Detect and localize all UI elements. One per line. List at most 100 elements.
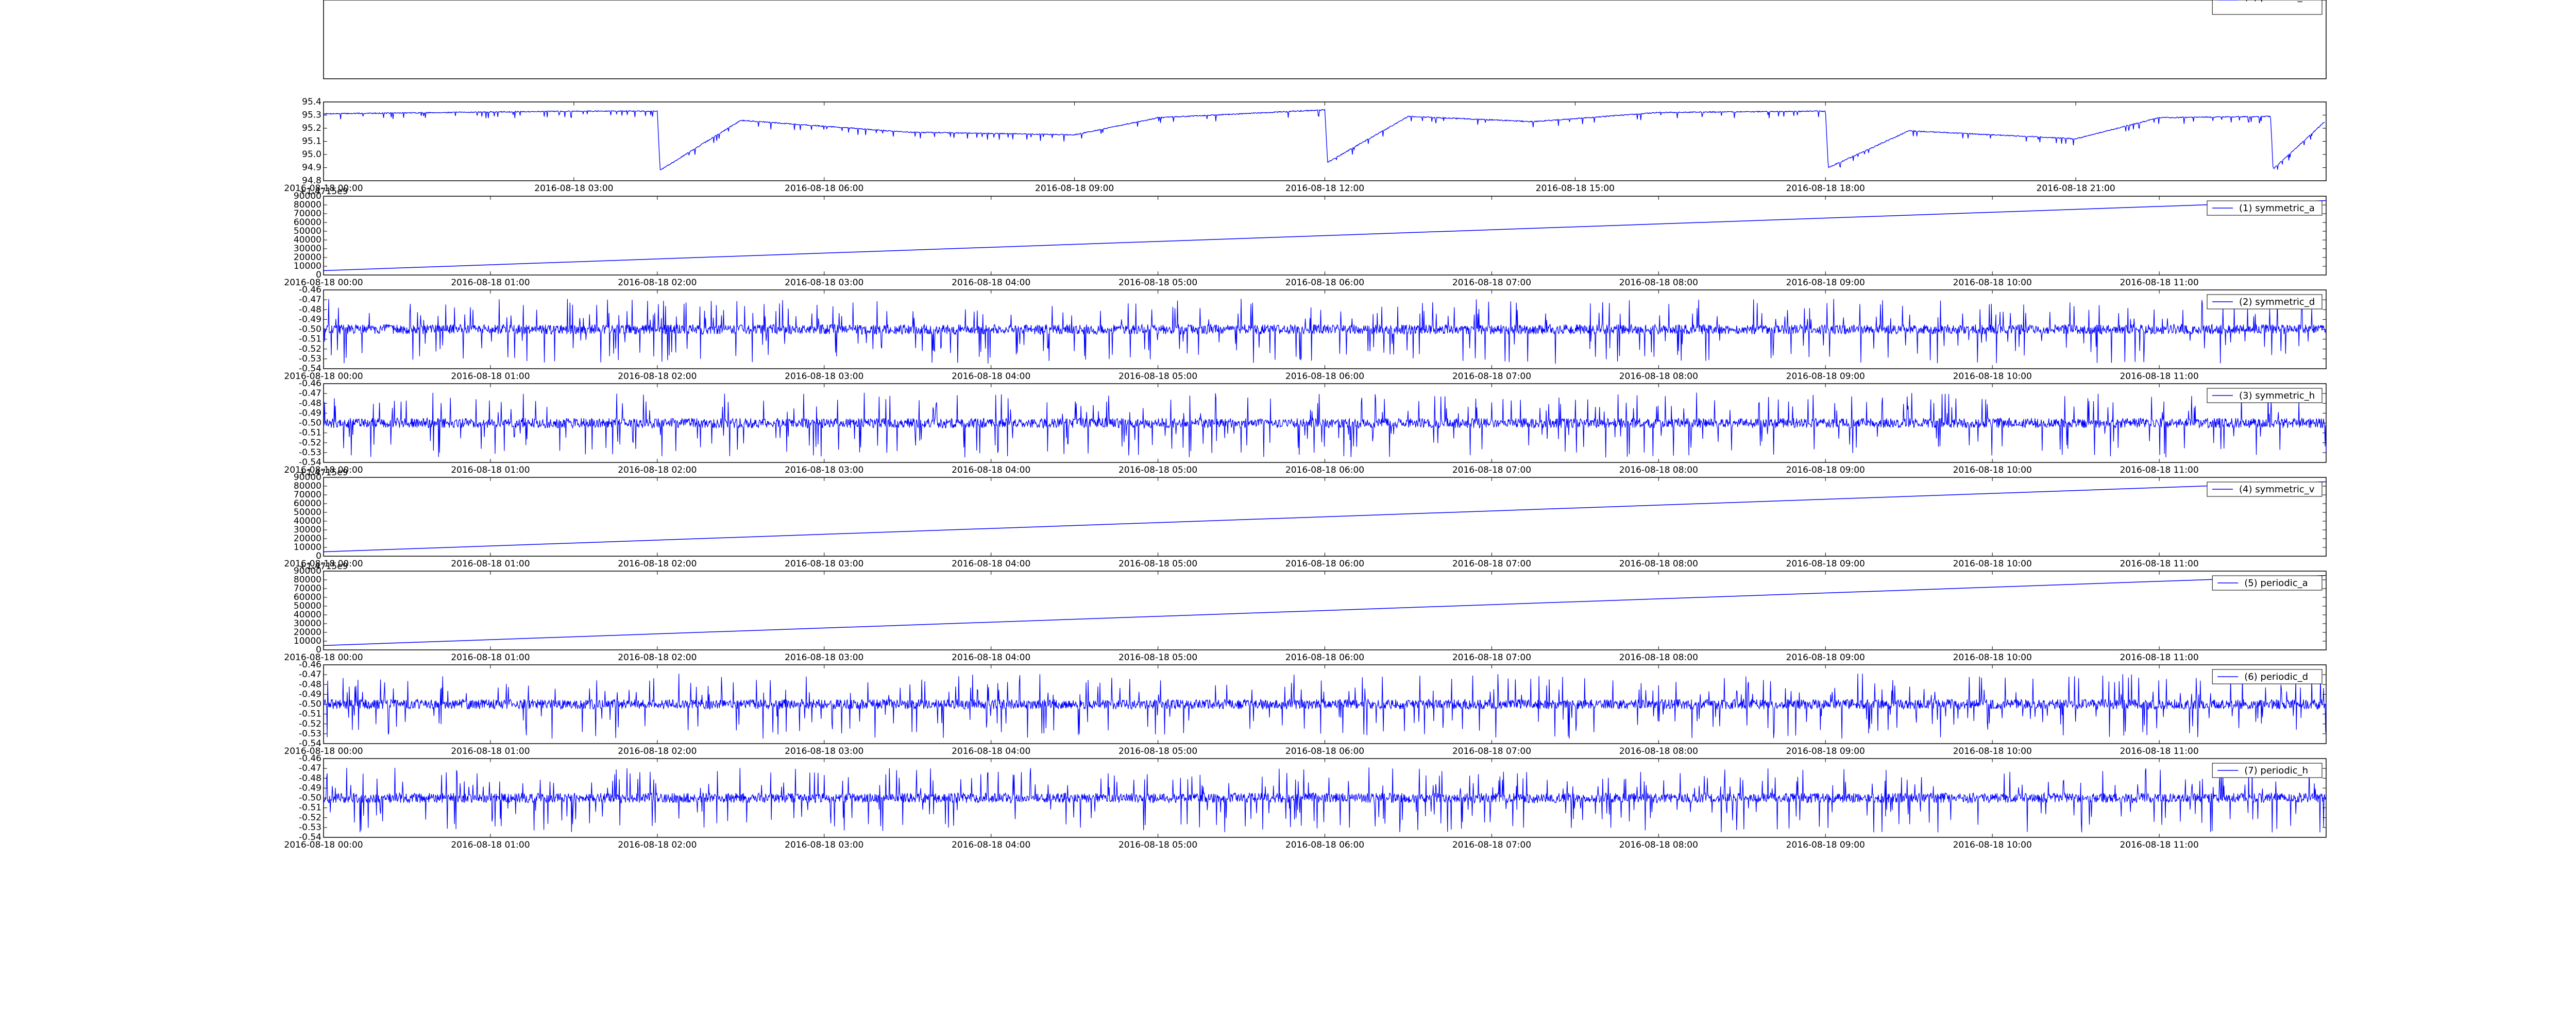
y-tick-label: 95.0	[302, 149, 321, 160]
y-tick-label: 20000	[294, 627, 321, 638]
legend: (3) symmetric_h	[2207, 388, 2323, 403]
y-tick-label: 30000	[294, 0, 321, 3]
x-tick-label: 2016-08-18 05:00	[1118, 465, 1197, 475]
x-tick-label: 2016-08-18 04:00	[952, 371, 1030, 382]
y-tick-label: 70000	[294, 583, 321, 594]
y-tick-label: 70000	[294, 0, 321, 3]
y-tick-label: -0.51	[299, 709, 321, 719]
y-tick-label: -0.54	[299, 832, 321, 842]
y-tick-label: -0.53	[299, 822, 321, 833]
x-tick-label: 2016-08-18 08:00	[1619, 746, 1698, 756]
y-offset-label: +1.4715e9	[299, 468, 348, 478]
y-tick-label: -0.49	[299, 783, 321, 793]
y-tick-label: 20000	[294, 252, 321, 263]
y-tick-label: 90000	[294, 191, 321, 201]
x-tick-label: 2016-08-18 02:00	[618, 465, 697, 475]
x-tick-label: 2016-08-18 05:00	[1118, 559, 1197, 569]
panel-2: 0100002000030000400005000060000700008000…	[284, 186, 2327, 288]
x-tick-label: 2016-08-18 05:00	[1118, 278, 1197, 288]
x-tick-label: 2016-08-18 11:00	[2120, 746, 2198, 756]
x-tick-label: 2016-08-18 10:00	[1953, 0, 2032, 3]
x-tick-label: 2016-08-18 01:00	[451, 746, 530, 756]
legend: (5) periodic_a	[2212, 575, 2323, 591]
y-tick-label: 30000	[294, 244, 321, 254]
legend-label: (7) periodic_h	[2244, 765, 2308, 776]
panel-4: -0.54-0.53-0.52-0.51-0.50-0.49-0.48-0.47…	[284, 379, 2327, 475]
x-tick-label: 2016-08-18 08:00	[1619, 652, 1698, 663]
series-line	[323, 674, 2327, 739]
y-offset-label: +1.4715e9	[299, 0, 348, 3]
x-tick-label: 2016-08-18 03:00	[785, 0, 863, 3]
y-tick-label: 40000	[294, 516, 321, 526]
x-tick-label: 2016-08-18 10:00	[1953, 840, 2032, 850]
y-tick-label: -0.48	[299, 679, 321, 690]
y-tick-label: -0.49	[299, 314, 321, 324]
x-tick-label: 2016-08-18 03:00	[785, 371, 863, 382]
legend-label: (8) periodic_v	[2244, 0, 2308, 3]
x-tick-label: 2016-08-18 04:00	[952, 652, 1030, 663]
x-tick-label: 2016-08-18 10:00	[1953, 465, 2032, 475]
x-tick-label: 2016-08-18 08:00	[1619, 278, 1698, 288]
y-tick-label: -0.52	[299, 813, 321, 823]
x-tick-label: 2016-08-18 09:00	[1786, 559, 1865, 569]
x-tick-label: 2016-08-18 06:00	[1285, 0, 1364, 3]
x-tick-label: 2016-08-18 06:00	[1285, 371, 1364, 382]
x-tick-label: 2016-08-18 08:00	[1619, 840, 1698, 850]
x-tick-label: 2016-08-18 07:00	[1452, 652, 1531, 663]
y-tick-label: 70000	[294, 209, 321, 219]
panel-7: -0.54-0.53-0.52-0.51-0.50-0.49-0.48-0.47…	[284, 660, 2327, 756]
y-tick-label: -0.48	[299, 773, 321, 783]
x-tick-label: 2016-08-18 09:00	[1786, 652, 1865, 663]
x-tick-label: 2016-08-18 00:00	[284, 371, 363, 382]
y-tick-label: -0.51	[299, 803, 321, 813]
y-tick-label: 80000	[294, 481, 321, 491]
y-tick-label: -0.52	[299, 438, 321, 448]
y-tick-label: 10000	[294, 636, 321, 646]
x-tick-label: 2016-08-18 09:00	[1786, 278, 1865, 288]
y-tick-label: -0.46	[299, 379, 321, 389]
x-tick-label: 2016-08-18 05:00	[1118, 840, 1197, 850]
y-tick-label: 50000	[294, 226, 321, 236]
y-tick-label: 60000	[294, 592, 321, 603]
y-tick-label: 90000	[294, 566, 321, 576]
y-tick-label: 20000	[294, 534, 321, 544]
y-tick-label: 20000	[294, 0, 321, 3]
x-tick-label: 2016-08-18 00:00	[284, 746, 363, 756]
x-tick-label: 2016-08-18 10:00	[1953, 559, 2032, 569]
x-tick-label: 2016-08-18 12:00	[1285, 183, 1364, 194]
y-tick-label: -0.52	[299, 719, 321, 729]
y-tick-label: 95.1	[302, 136, 321, 147]
x-tick-label: 2016-08-18 03:00	[785, 840, 863, 850]
legend: (8) periodic_v	[2212, 0, 2323, 15]
y-tick-label: 80000	[294, 0, 321, 3]
x-tick-label: 2016-08-18 02:00	[618, 652, 697, 663]
y-tick-label: 50000	[294, 507, 321, 518]
x-tick-label: 2016-08-18 00:00	[284, 652, 363, 663]
x-tick-label: 2016-08-18 18:00	[1786, 183, 1865, 194]
x-tick-label: 2016-08-18 01:00	[451, 371, 530, 382]
y-tick-label: 80000	[294, 575, 321, 585]
y-tick-label: -0.54	[299, 738, 321, 749]
legend: (7) periodic_h	[2212, 763, 2323, 778]
x-tick-label: 2016-08-18 01:00	[451, 0, 530, 3]
y-tick-label: 0	[316, 0, 321, 3]
x-tick-label: 2016-08-18 09:00	[1786, 840, 1865, 850]
x-tick-label: 2016-08-18 03:00	[785, 652, 863, 663]
y-tick-label: 0	[316, 645, 321, 655]
y-tick-label: 0	[316, 551, 321, 561]
y-tick-label: 95.4	[302, 97, 321, 107]
x-tick-label: 2016-08-18 04:00	[952, 0, 1030, 3]
x-tick-label: 2016-08-18 01:00	[451, 652, 530, 663]
y-tick-label: 30000	[294, 618, 321, 629]
x-tick-label: 2016-08-18 11:00	[2120, 840, 2198, 850]
y-tick-label: -0.53	[299, 354, 321, 364]
x-tick-label: 2016-08-18 11:00	[2120, 371, 2198, 382]
series-line	[323, 481, 2327, 553]
y-tick-label: 40000	[294, 0, 321, 3]
y-tick-label: 94.9	[302, 163, 321, 173]
x-tick-label: 2016-08-18 15:00	[1536, 183, 1615, 194]
legend-label: (6) periodic_d	[2244, 672, 2308, 682]
legend-box	[2212, 0, 2323, 15]
plot-frame	[323, 289, 2327, 369]
x-tick-label: 2016-08-18 04:00	[952, 840, 1030, 850]
